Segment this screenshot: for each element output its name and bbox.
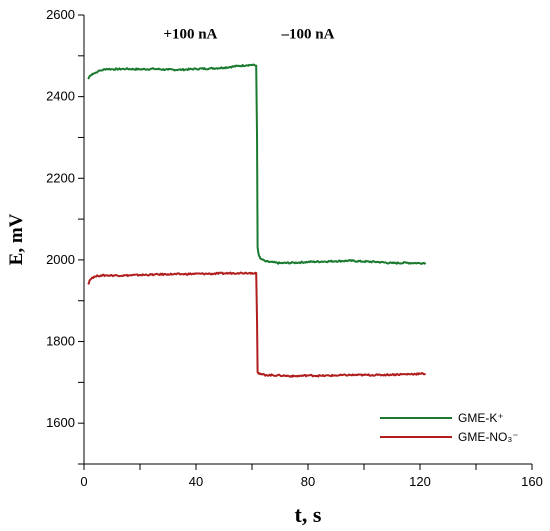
y-tick-label: 1600 <box>46 415 75 430</box>
series-layer <box>87 63 427 378</box>
y-tick-label: 1800 <box>46 334 75 349</box>
y-tick-label: 2400 <box>46 89 75 104</box>
series-line-gme-k <box>87 63 427 265</box>
x-tick-label: 160 <box>521 474 543 489</box>
axes: 1600 1800 2000 2200 2400 2600 0 40 80 120 160 t, s E… <box>6 7 543 527</box>
current-annotation: –100 nA <box>281 26 335 42</box>
current-annotation: +100 nA <box>163 26 217 42</box>
x-tick-label: 40 <box>189 474 203 489</box>
y-tick-label: 2200 <box>46 170 75 185</box>
y-tick-label: 2000 <box>46 252 75 267</box>
x-tick-label: 80 <box>301 474 315 489</box>
legend: GME-K⁺ GME-NO₃⁻ <box>380 411 519 444</box>
x-tick-label: 0 <box>80 474 87 489</box>
x-axis-title: t, s <box>295 502 322 527</box>
legend-label: GME-K⁺ <box>458 411 504 425</box>
annotations: +100 nA –100 nA <box>163 26 334 42</box>
x-tick-label: 120 <box>409 474 431 489</box>
legend-label: GME-NO₃⁻ <box>458 430 519 444</box>
y-axis-title: E, mV <box>6 213 27 265</box>
y-tick-label: 2600 <box>46 7 75 22</box>
series-line-gme-no3 <box>87 271 427 378</box>
